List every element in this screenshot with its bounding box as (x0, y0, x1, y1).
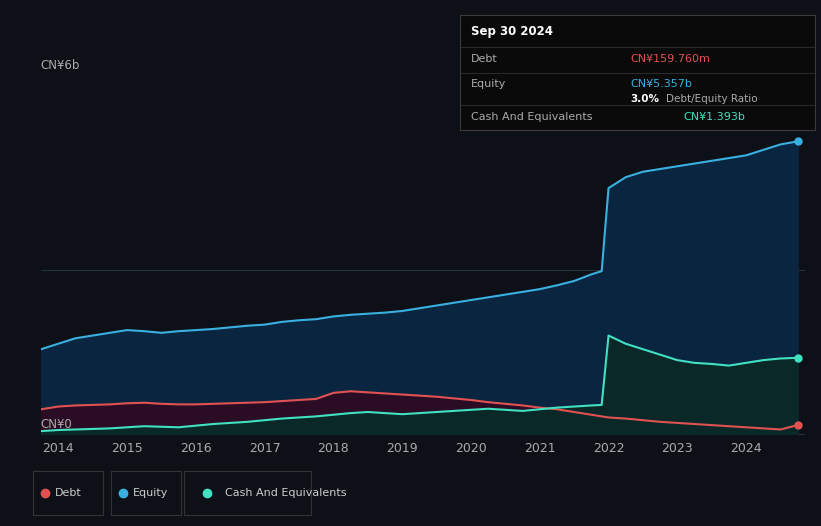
Text: 3.0%: 3.0% (631, 94, 659, 104)
Text: CN¥0: CN¥0 (40, 418, 72, 431)
Text: Debt: Debt (470, 54, 498, 64)
Text: CN¥5.357b: CN¥5.357b (631, 79, 692, 89)
Text: Debt/Equity Ratio: Debt/Equity Ratio (666, 94, 758, 104)
Text: Cash And Equivalents: Cash And Equivalents (225, 488, 346, 498)
Text: CN¥6b: CN¥6b (40, 59, 80, 72)
Text: CN¥159.760m: CN¥159.760m (631, 54, 710, 64)
Text: CN¥1.393b: CN¥1.393b (684, 113, 745, 123)
Text: Equity: Equity (470, 79, 506, 89)
Text: Equity: Equity (133, 488, 168, 498)
Text: Sep 30 2024: Sep 30 2024 (470, 25, 553, 38)
Text: Debt: Debt (55, 488, 82, 498)
Text: Cash And Equivalents: Cash And Equivalents (470, 113, 592, 123)
